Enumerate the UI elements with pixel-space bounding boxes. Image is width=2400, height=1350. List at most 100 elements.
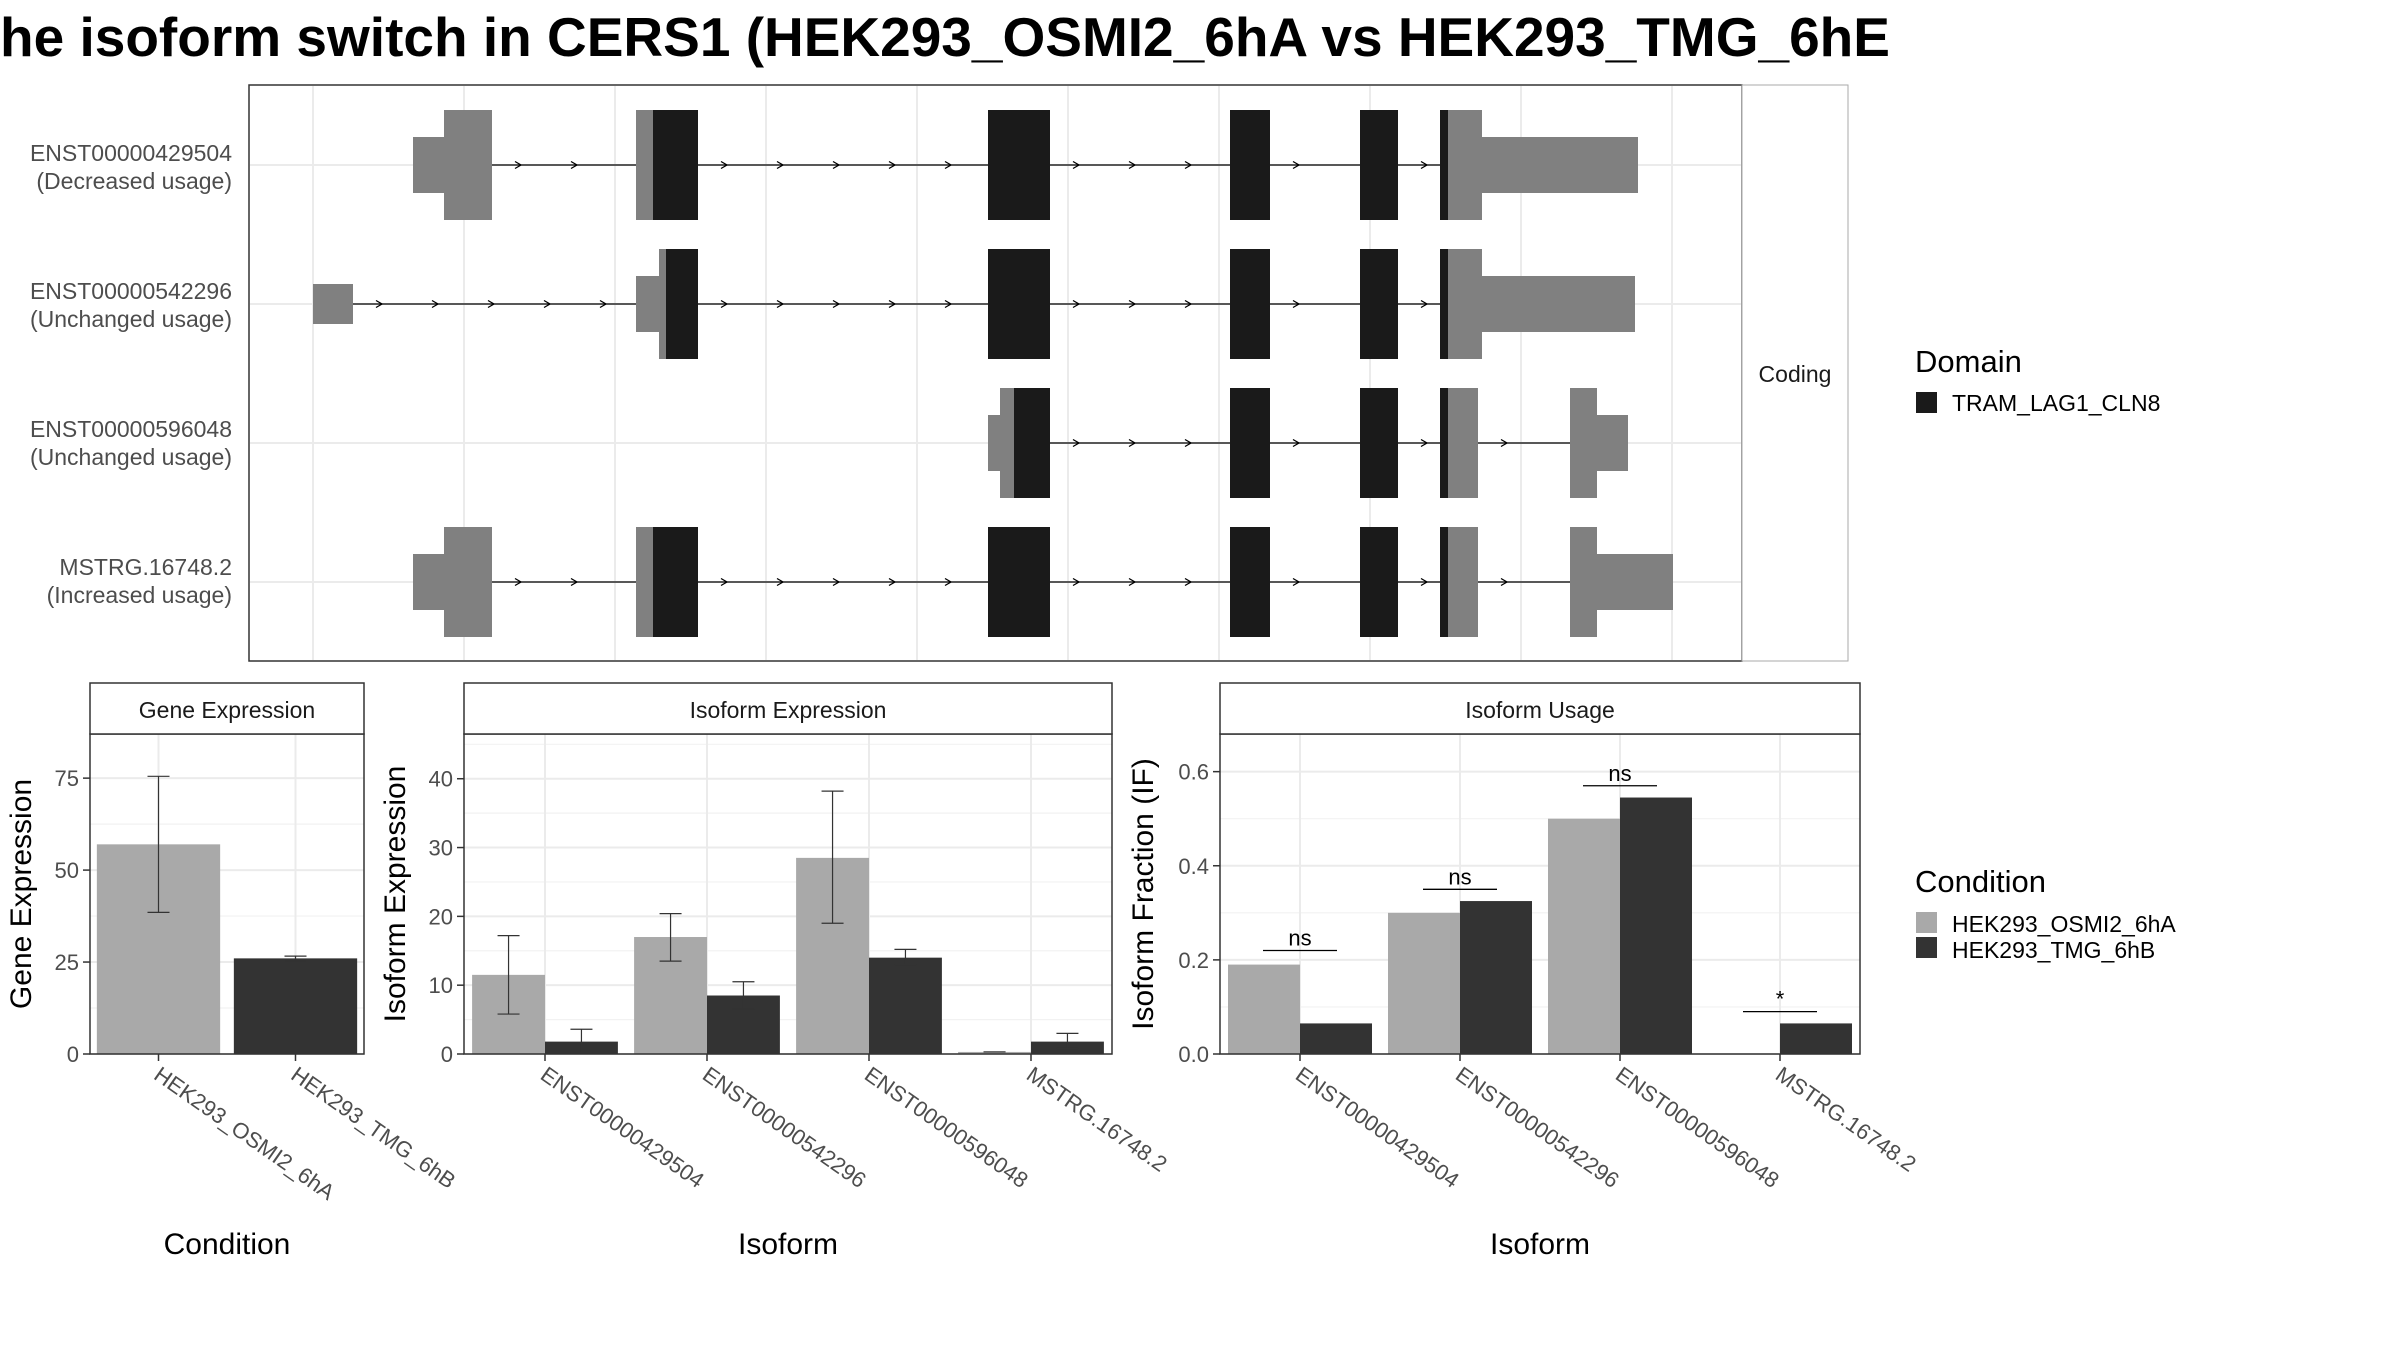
intron-arrow (776, 577, 785, 587)
bar (1460, 901, 1532, 1054)
intron-arrow (1184, 299, 1193, 309)
intron-arrow (832, 160, 841, 170)
utr-exon (444, 110, 492, 220)
intron-arrow (1500, 438, 1509, 448)
bar (233, 958, 358, 1054)
bar (1548, 818, 1620, 1054)
intron-arrow (375, 299, 384, 309)
intron-arrow (720, 577, 729, 587)
isoform-expression-chart: 0 10 20 30 40 ENST00000429504ENST00000542296E… (379, 682, 1172, 1261)
x-axis-title: Condition (164, 1228, 291, 1261)
domain-exon (1360, 388, 1398, 498)
x-tick-label: ENST00000596048 (860, 1062, 1033, 1193)
domain-legend-label: TRAM_LAG1_CLN8 (1952, 390, 2160, 416)
intron-arrow (776, 160, 785, 170)
isoform-usage-chart: 0.00.20.40.6nsnsns*ENST00000429504ENST00… (1127, 682, 1921, 1261)
bar (869, 957, 942, 1054)
y-axis-title: Isoform Expression (379, 766, 412, 1023)
domain-exon (1360, 527, 1398, 637)
intron-arrow (570, 160, 579, 170)
significance-label: ns (1608, 761, 1631, 786)
intron-arrow (1420, 577, 1429, 587)
x-tick-label: MSTRG.16748.2 (1771, 1062, 1921, 1177)
domain-exon (988, 110, 1050, 220)
x-axis-title: Isoform (738, 1228, 838, 1261)
intron-arrow (776, 299, 785, 309)
transcript-structure-panel: Coding ENST00000429504 (Decreased usage)… (30, 84, 1849, 662)
y-axis-title: Isoform Fraction (IF) (1127, 758, 1160, 1030)
intron-arrow (1072, 577, 1081, 587)
facet-strip-label: Isoform Expression (690, 697, 887, 723)
intron-arrow (888, 299, 897, 309)
y-tick-label: 10 (429, 973, 453, 998)
utr-exon (1000, 388, 1014, 498)
plot-background (1220, 734, 1860, 1054)
coding-strip (1741, 84, 1849, 662)
intron-arrow (1128, 160, 1137, 170)
x-tick-label: ENST00000429504 (1291, 1062, 1464, 1193)
utr-exon (659, 249, 666, 359)
y-tick-label: 0.6 (1178, 760, 1209, 785)
intron-arrow (1292, 160, 1301, 170)
facet-strip-label: Isoform Usage (1465, 697, 1615, 723)
plot-background (464, 734, 1112, 1054)
y-tick-label: 30 (429, 836, 453, 861)
condition-legend-key (1916, 937, 1937, 958)
y-tick-label: 0.2 (1178, 948, 1209, 973)
intron-arrow (888, 577, 897, 587)
intron-arrow (1184, 438, 1193, 448)
coding-strip-label: Coding (1759, 361, 1832, 387)
utr-exon (413, 554, 444, 610)
utr-exon (413, 137, 444, 193)
intron-arrow (514, 160, 523, 170)
intron-arrow (1420, 299, 1429, 309)
intron-arrow (1072, 160, 1081, 170)
intron-arrow (514, 577, 523, 587)
intron-arrow (1292, 299, 1301, 309)
domain-exon (1230, 110, 1270, 220)
significance-label: * (1776, 987, 1785, 1012)
utr-exon (1448, 527, 1478, 637)
isoform-label-usage: (Increased usage) (47, 582, 232, 608)
intron-arrow (1420, 438, 1429, 448)
isoform-label-id: ENST00000542296 (30, 278, 232, 304)
y-tick-label: 75 (55, 766, 79, 791)
utr-exon (1570, 527, 1597, 637)
y-tick-label: 0.0 (1178, 1042, 1209, 1067)
intron-arrow (832, 577, 841, 587)
significance-label: ns (1288, 925, 1311, 950)
intron-arrow (720, 160, 729, 170)
intron-arrow (1292, 438, 1301, 448)
y-tick-label: 25 (55, 950, 79, 975)
facet-strip (463, 682, 1113, 735)
facet-strip-label: Gene Expression (139, 697, 315, 723)
utr-exon (636, 527, 653, 637)
figure-title: he isoform switch in CERS1 (HEK293_OSMI2… (0, 6, 1890, 68)
intron-arrow (487, 299, 496, 309)
intron-arrow (720, 299, 729, 309)
domain-legend-key (1916, 392, 1937, 413)
utr-exon (1482, 137, 1638, 193)
domain-exon (653, 110, 698, 220)
intron-arrow (1184, 577, 1193, 587)
intron-arrow (1184, 160, 1193, 170)
isoform-label-id: ENST00000596048 (30, 416, 232, 442)
domain-legend: Domain TRAM_LAG1_CLN8 (1915, 344, 2160, 416)
intron-arrow (1072, 438, 1081, 448)
condition-legend-label: HEK293_OSMI2_6hA (1952, 911, 2176, 937)
intron-arrow (1500, 577, 1509, 587)
y-tick-label: 0 (441, 1042, 453, 1067)
transcript-tracks (313, 110, 1673, 637)
domain-exon (1230, 527, 1270, 637)
bar (1620, 797, 1692, 1054)
intron-arrow (1128, 577, 1137, 587)
domain-exon (653, 527, 698, 637)
utr-exon (636, 110, 653, 220)
facet-strip (89, 682, 365, 735)
isoform-label-usage: (Unchanged usage) (30, 306, 232, 332)
facet-strip (1219, 682, 1861, 735)
isoform-label-usage: (Decreased usage) (36, 168, 232, 194)
domain-exon (1360, 110, 1398, 220)
y-tick-label: 0.4 (1178, 854, 1209, 879)
